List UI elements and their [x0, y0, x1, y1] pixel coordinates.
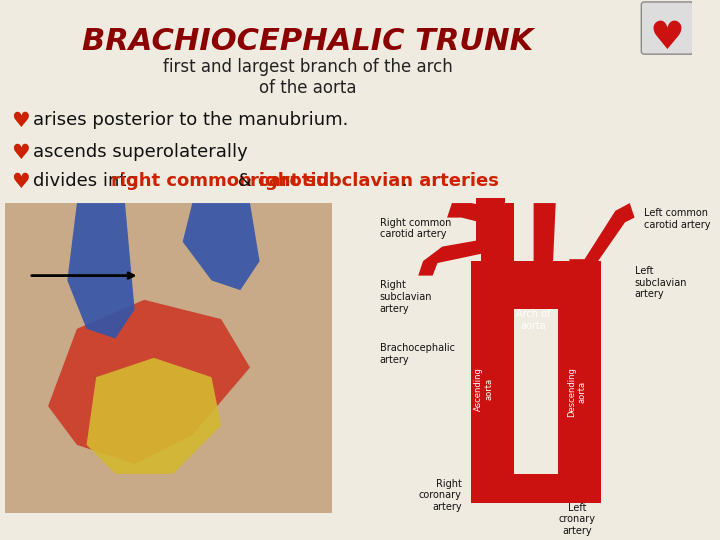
- FancyBboxPatch shape: [642, 2, 693, 54]
- FancyBboxPatch shape: [5, 203, 332, 512]
- Text: Arch of
aorta: Arch of aorta: [516, 309, 551, 331]
- Text: Brachocephalic
artery: Brachocephalic artery: [379, 343, 455, 365]
- Text: Right
subclavian
artery: Right subclavian artery: [379, 280, 432, 314]
- Text: first and largest branch of the arch
of the aorta: first and largest branch of the arch of …: [163, 58, 453, 97]
- Polygon shape: [534, 203, 556, 266]
- Polygon shape: [67, 203, 135, 339]
- Text: &: &: [232, 172, 258, 190]
- Text: ♥: ♥: [650, 19, 685, 57]
- Polygon shape: [86, 358, 221, 474]
- Polygon shape: [183, 203, 260, 290]
- Polygon shape: [471, 474, 519, 503]
- Text: Left
cronary
artery: Left cronary artery: [559, 503, 595, 536]
- Text: Descending
aorta: Descending aorta: [567, 368, 587, 417]
- FancyBboxPatch shape: [481, 203, 514, 271]
- Text: ♥: ♥: [12, 143, 30, 163]
- Text: ♥: ♥: [12, 111, 30, 131]
- FancyBboxPatch shape: [5, 203, 332, 512]
- Text: arises posterior to the manubrium.: arises posterior to the manubrium.: [32, 111, 348, 129]
- Text: Left
subclavian
artery: Left subclavian artery: [634, 266, 687, 299]
- Polygon shape: [570, 203, 634, 271]
- FancyBboxPatch shape: [471, 290, 514, 483]
- Text: divides into: divides into: [32, 172, 143, 190]
- Text: ascends superolaterally: ascends superolaterally: [32, 143, 248, 161]
- Polygon shape: [418, 237, 497, 275]
- Polygon shape: [48, 300, 250, 464]
- FancyBboxPatch shape: [471, 261, 601, 309]
- Text: ♥: ♥: [12, 172, 30, 192]
- Text: right subclavian arteries: right subclavian arteries: [251, 172, 499, 190]
- Text: BRACHIOCEPHALIC TRUNK: BRACHIOCEPHALIC TRUNK: [82, 27, 534, 56]
- Polygon shape: [447, 203, 497, 222]
- Text: Right common
carotid artery: Right common carotid artery: [379, 218, 451, 239]
- Text: .: .: [402, 172, 407, 190]
- Text: right common carotid: right common carotid: [112, 172, 330, 190]
- Text: Right
coronary
artery: Right coronary artery: [418, 478, 462, 512]
- Text: Ascending
aorta: Ascending aorta: [474, 368, 493, 411]
- FancyBboxPatch shape: [558, 290, 601, 503]
- FancyBboxPatch shape: [471, 474, 601, 503]
- FancyBboxPatch shape: [476, 198, 505, 247]
- Text: Left common
carotid artery: Left common carotid artery: [644, 208, 711, 230]
- FancyBboxPatch shape: [356, 193, 688, 517]
